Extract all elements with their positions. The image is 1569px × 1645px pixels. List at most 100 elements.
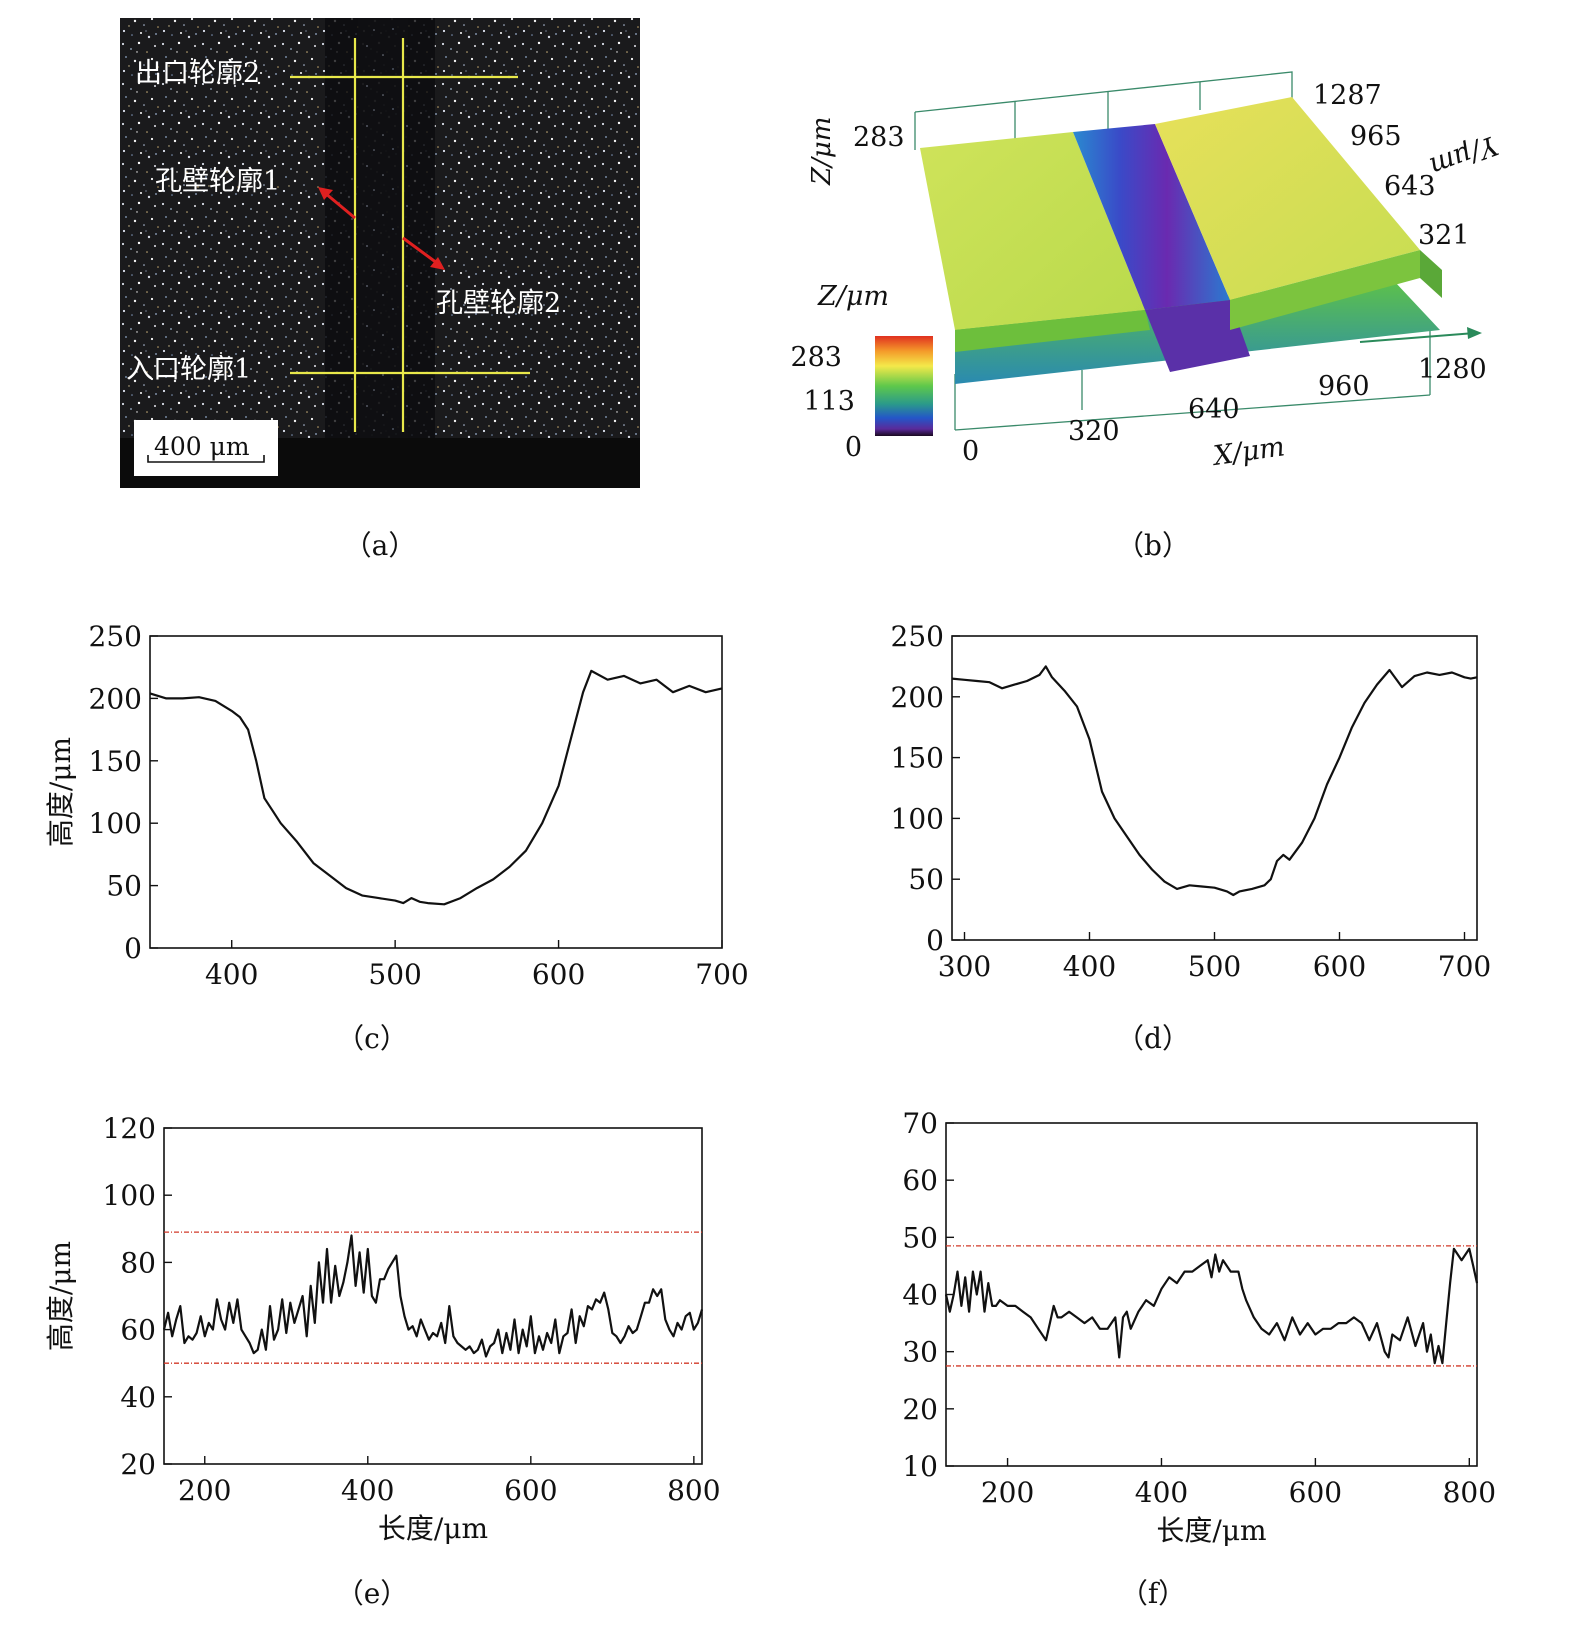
- arrow-wall-1-head: [318, 187, 333, 200]
- x-tick-label: 600: [504, 1474, 557, 1507]
- series-line-e: [162, 1234, 704, 1358]
- plot-frame-c: [149, 635, 723, 949]
- x-tick-0: 0: [962, 436, 979, 467]
- label-inlet-1: 入口轮廓1: [126, 354, 251, 385]
- panel-a: 出口轮廓2 孔壁轮廓1 孔壁轮廓2 入口轮廓1 400 μm （a）: [120, 18, 640, 562]
- x-tick-320: 320: [1068, 416, 1120, 447]
- caption-e: （e）: [336, 1577, 409, 1610]
- panel-b: Z/μm 283 Y/μm 1287 965 643 321 Z/μm 283 …: [790, 71, 1502, 562]
- surface-groove-front: [1145, 300, 1250, 372]
- x-tick-label: 300: [938, 950, 991, 983]
- x-tick-1280: 1280: [1418, 354, 1487, 385]
- series-line-f: [944, 1247, 1479, 1365]
- y-tick-label: 40: [902, 1279, 938, 1312]
- label-outlet-2: 出口轮廓2: [135, 58, 260, 89]
- x-tick-label: 800: [667, 1474, 720, 1507]
- surface-right-front: [1230, 250, 1420, 330]
- y-tick-label: 70: [902, 1107, 938, 1140]
- surface-right-plateau: [1155, 97, 1420, 300]
- arrow-wall-2: [402, 236, 438, 265]
- z-axis-tick: 283: [853, 122, 905, 153]
- caption-f: （f）: [1120, 1577, 1186, 1610]
- x-tick-label: 200: [178, 1474, 231, 1507]
- x-axis-label: 长度/μm: [1156, 1514, 1266, 1547]
- surface-left-front: [955, 310, 1150, 352]
- y-tick-label: 20: [120, 1448, 156, 1481]
- label-wall-2: 孔壁轮廓2: [436, 288, 561, 319]
- label-wall-1: 孔壁轮廓1: [155, 166, 280, 197]
- y-tick-label: 60: [120, 1314, 156, 1347]
- x-tick-label: 600: [532, 958, 585, 991]
- y-tick-label: 40: [120, 1381, 156, 1414]
- y-tick-965: 965: [1350, 121, 1402, 152]
- x-tick-label: 500: [368, 958, 421, 991]
- series-line-c: [149, 669, 723, 906]
- scale-bar: [147, 455, 265, 463]
- y-tick-label: 10: [902, 1450, 938, 1483]
- x-tick-960: 960: [1318, 371, 1370, 402]
- x-tick-label: 700: [1438, 950, 1491, 983]
- hole-center-texture: [358, 18, 408, 438]
- y-tick-label: 120: [103, 1112, 156, 1145]
- y-tick-label: 50: [106, 870, 142, 903]
- y-tick-643: 643: [1384, 171, 1436, 202]
- y-tick-label: 100: [89, 807, 142, 840]
- y-tick-label: 100: [103, 1179, 156, 1212]
- surface-right-side: [1420, 250, 1442, 298]
- y-tick-label: 150: [89, 745, 142, 778]
- series-line-d: [951, 665, 1478, 897]
- y-axis-label: 高度/μm: [44, 737, 77, 847]
- surface-left-plateau: [920, 132, 1145, 330]
- chart-e: 200 400 600 800 20 40 60 80 100 120 高度/μm 长度/μm: [44, 1112, 721, 1545]
- caption-d: （d）: [1116, 1022, 1190, 1055]
- x-tick-label: 400: [1063, 950, 1116, 983]
- chart-c: 400 500 600 700 0 50 100 150 200 250 高度/μm: [44, 620, 749, 991]
- x-tick-label: 600: [1313, 950, 1366, 983]
- arrow-wall-2-head: [430, 257, 445, 270]
- chart-f: 200 400 600 800 10 20 30 40 50 60 70 长度/μm: [902, 1107, 1496, 1547]
- x-tick-label: 400: [341, 1474, 394, 1507]
- caption-b: （b）: [1116, 529, 1190, 562]
- y-tick-label: 150: [891, 742, 944, 775]
- x-tick-label: 600: [1289, 1476, 1342, 1509]
- x-axis-label: 长度/μm: [378, 1512, 488, 1545]
- z-axis-label: Z/μm: [807, 117, 837, 186]
- scale-bar-box: [134, 420, 278, 476]
- x-tick-label: 800: [1443, 1476, 1496, 1509]
- x-axis-arrow: [1359, 332, 1476, 343]
- scale-bar-label: 400 μm: [154, 432, 250, 461]
- colorbar-label: Z/μm: [817, 281, 889, 312]
- surface-groove: [1073, 124, 1230, 310]
- y-tick-label: 0: [926, 924, 944, 957]
- y-axis-label: Y/μm: [1425, 129, 1501, 182]
- x-axis-label: X/μm: [1210, 431, 1287, 472]
- y-tick-label: 30: [902, 1336, 938, 1369]
- y-tick-label: 250: [891, 620, 944, 653]
- y-tick-1287: 1287: [1313, 80, 1382, 111]
- colorbar-tick-0: 0: [845, 432, 862, 463]
- y-tick-label: 100: [891, 802, 944, 835]
- caption-c: （c）: [336, 1022, 408, 1055]
- x-tick-label: 500: [1188, 950, 1241, 983]
- y-tick-label: 0: [124, 932, 142, 965]
- y-tick-label: 250: [89, 620, 142, 653]
- arrow-wall-1: [324, 191, 356, 220]
- y-tick-label: 80: [120, 1246, 156, 1279]
- x-tick-label: 400: [1135, 1476, 1188, 1509]
- x-tick-label: 200: [981, 1476, 1034, 1509]
- colorbar: [875, 336, 933, 436]
- y-tick-label: 50: [902, 1221, 938, 1254]
- x-axis-arrowhead: [1467, 327, 1482, 339]
- chart-d: 300 400 500 600 700 0 50 100 150 200 250: [891, 620, 1492, 983]
- plot-frame-f: [945, 1122, 1478, 1467]
- y-tick-label: 200: [891, 681, 944, 714]
- y-tick-label: 60: [902, 1164, 938, 1197]
- caption-a: （a）: [344, 529, 417, 562]
- y-tick-321: 321: [1418, 220, 1470, 251]
- y-tick-label: 20: [902, 1393, 938, 1426]
- y-tick-label: 50: [908, 863, 944, 896]
- plot-frame-e: [163, 1127, 703, 1465]
- x-tick-label: 400: [205, 958, 258, 991]
